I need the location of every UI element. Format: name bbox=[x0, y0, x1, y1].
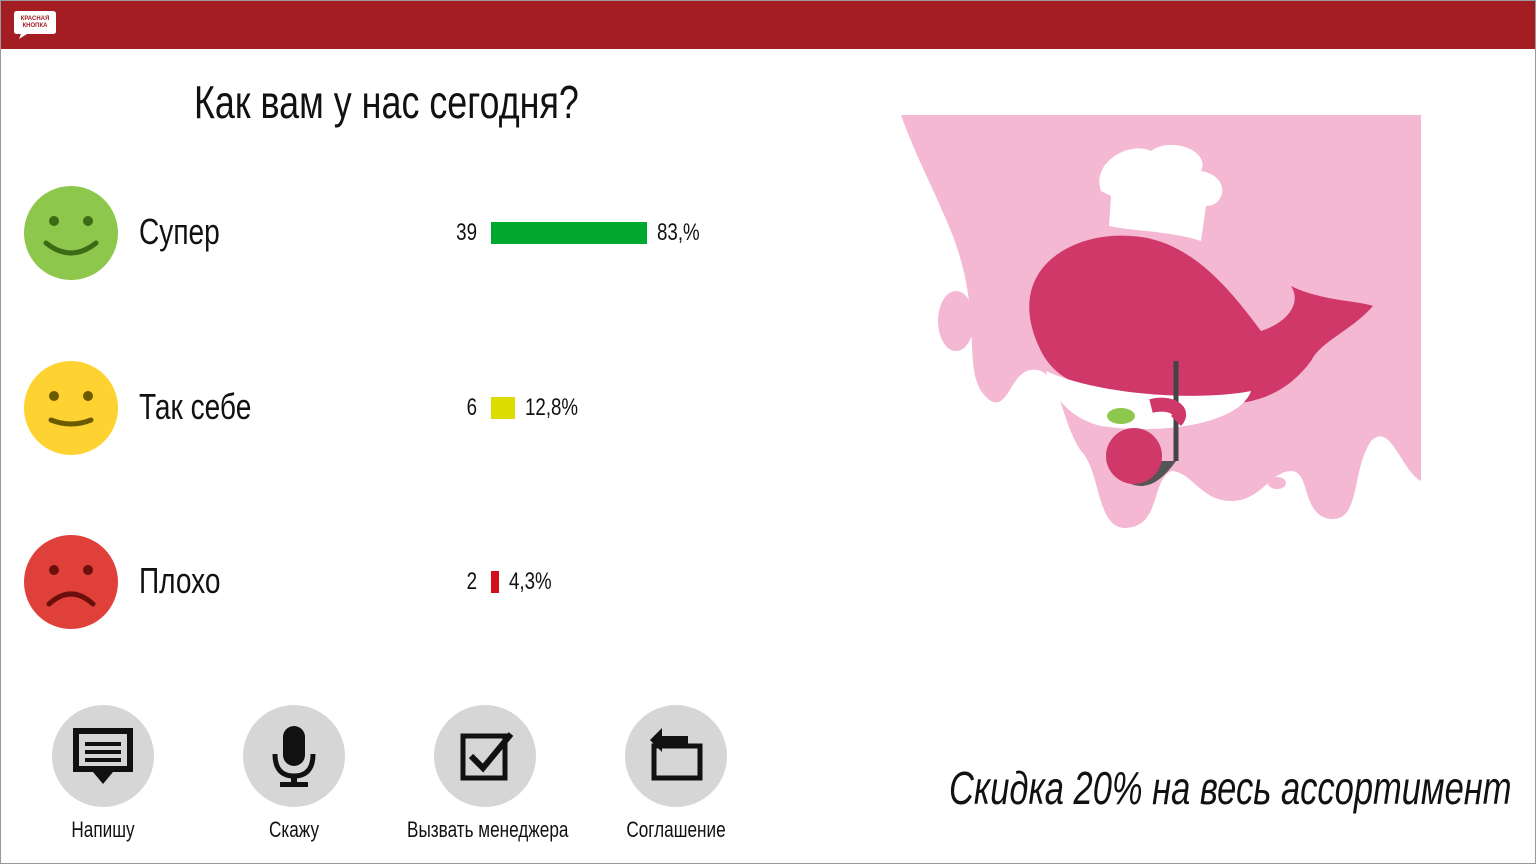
button-label[interactable]: Скажу bbox=[268, 817, 320, 842]
icon bbox=[460, 733, 508, 781]
icon bbox=[85, 742, 121, 746]
icon bbox=[650, 728, 688, 752]
eye bbox=[83, 565, 93, 575]
option-label[interactable]: Так себе bbox=[139, 386, 252, 427]
face bbox=[24, 535, 118, 629]
logo-text: КРАСНАЯ КНОПКА bbox=[20, 16, 50, 29]
eye bbox=[83, 391, 93, 401]
mouth bbox=[43, 240, 99, 256]
percent: 12,8% bbox=[525, 394, 579, 421]
title: Как вам у нас сегодня? bbox=[194, 76, 579, 128]
count: 6 bbox=[466, 394, 477, 421]
icon bbox=[468, 732, 514, 773]
button-label[interactable]: Вызвать менеджера bbox=[407, 817, 569, 842]
eye bbox=[83, 216, 93, 226]
count: 2 bbox=[466, 568, 477, 595]
option-label[interactable]: Плохо bbox=[139, 560, 221, 601]
bar bbox=[491, 571, 499, 593]
top-bar bbox=[1, 1, 1535, 49]
promo-text: Скидка 20% на весь ассортимент до bbox=[949, 762, 1521, 814]
percent: 83,% bbox=[657, 219, 700, 246]
mouth bbox=[48, 417, 94, 427]
eye bbox=[49, 565, 59, 575]
button[interactable] bbox=[434, 705, 536, 807]
option-label[interactable]: Супер bbox=[139, 211, 220, 252]
icon bbox=[291, 774, 297, 784]
bar bbox=[491, 397, 515, 419]
eye bbox=[49, 216, 59, 226]
illustration bbox=[901, 115, 1421, 529]
eye bbox=[49, 391, 59, 401]
icon bbox=[283, 726, 305, 766]
button-label[interactable]: Напишу bbox=[71, 817, 135, 842]
mouth bbox=[46, 591, 96, 607]
promo-ticker: Скидка 20% на весь ассортимент до bbox=[949, 757, 1521, 817]
bar bbox=[491, 222, 647, 244]
count: 39 bbox=[456, 219, 477, 246]
icon bbox=[85, 758, 121, 762]
percent: 4,3% bbox=[509, 568, 552, 595]
logo-shape bbox=[14, 11, 56, 39]
icon bbox=[85, 750, 121, 754]
button[interactable] bbox=[625, 705, 727, 807]
icon bbox=[280, 782, 308, 787]
face bbox=[24, 361, 118, 455]
button-label[interactable]: Соглашение bbox=[626, 817, 726, 842]
face bbox=[24, 186, 118, 280]
logo[interactable]: КРАСНАЯ КНОПКА bbox=[13, 9, 57, 39]
